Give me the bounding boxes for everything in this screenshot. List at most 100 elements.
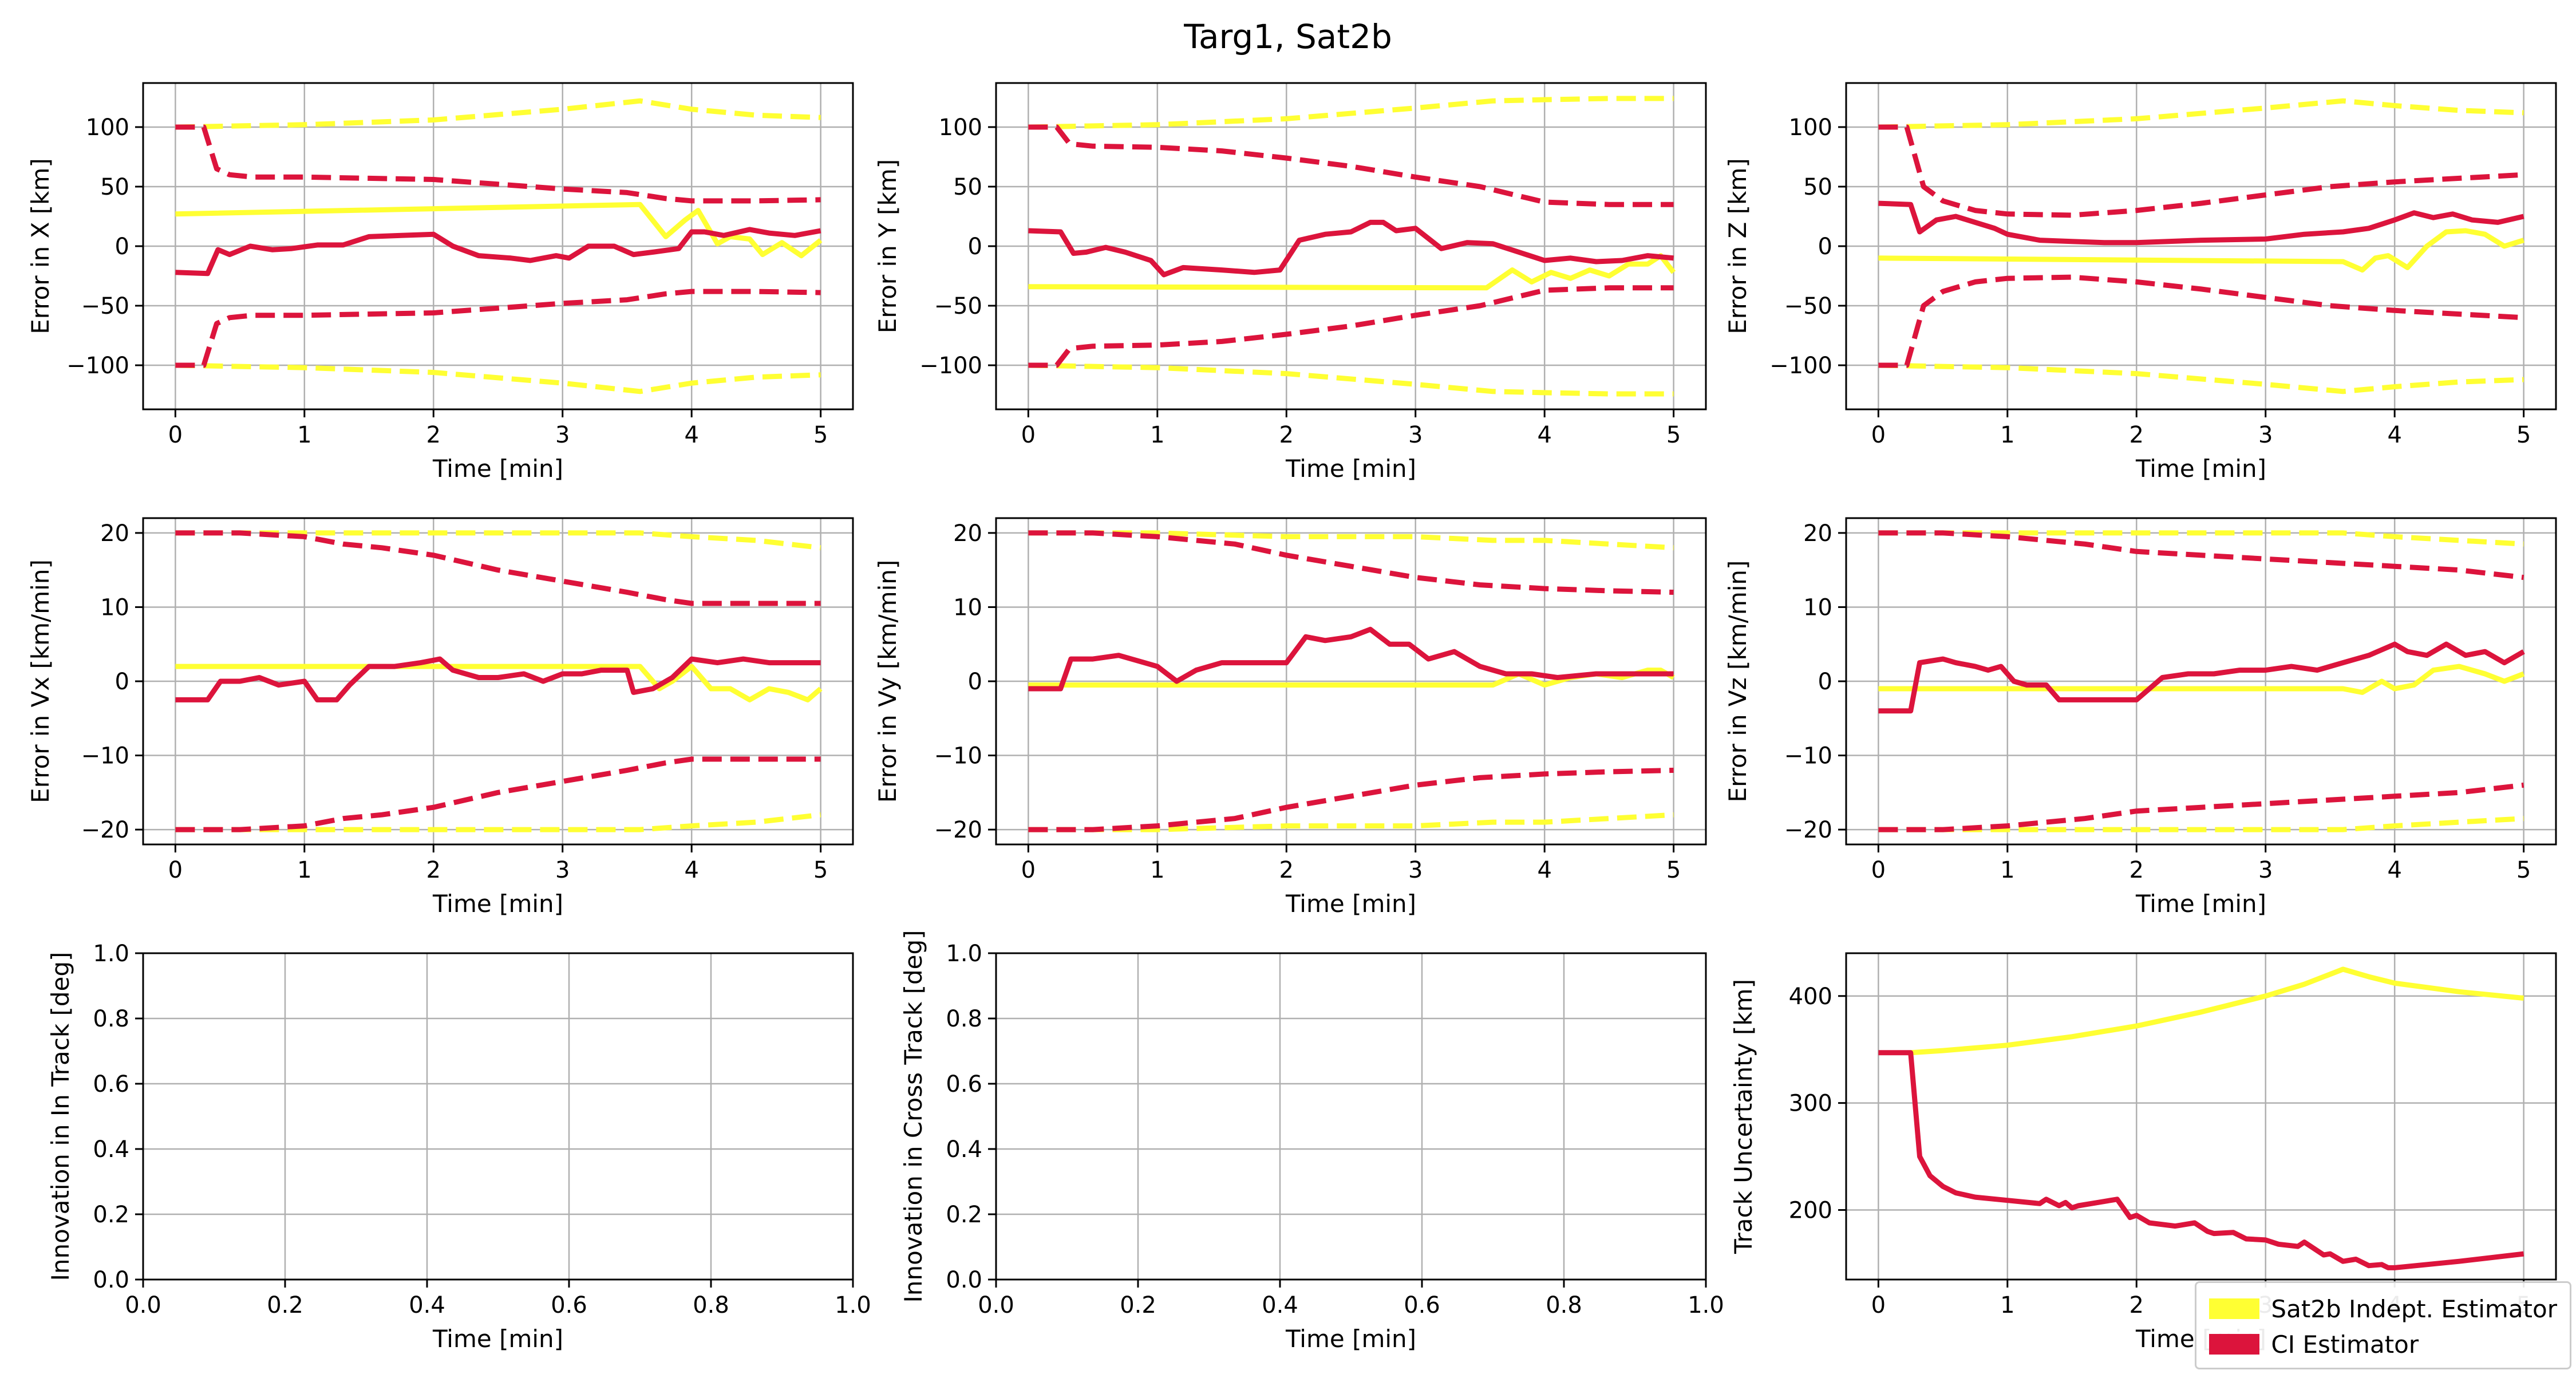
- y-tick-label: −100: [1769, 353, 1832, 379]
- x-tick-label: 1.0: [835, 1292, 871, 1318]
- series-sat2b-bound-vz: [1878, 530, 2524, 547]
- y-tick-label: 20: [1803, 520, 1832, 547]
- series-sat2b-bound-y: [1028, 362, 1674, 397]
- y-tick-label: 0.4: [93, 1136, 129, 1163]
- series-sat2b-bound-y: [1028, 96, 1674, 130]
- x-tick-label: 4: [684, 422, 698, 448]
- x-tick-label: 0.4: [409, 1292, 445, 1318]
- series-ci-bound-z: [1878, 274, 2524, 368]
- x-tick-label: 2: [1279, 857, 1294, 883]
- legend-label-ci: CI Estimator: [2271, 1330, 2419, 1359]
- y-tick-label: 0.8: [93, 1006, 129, 1032]
- x-tick-label: 3: [1408, 857, 1423, 883]
- x-axis-label: Time [min]: [1285, 890, 1416, 918]
- x-tick-label: 2: [2129, 422, 2144, 448]
- series-sat2b-bound-vz: [1878, 816, 2524, 832]
- legend-item-sat: Sat2b Indept. Estimator: [2209, 1291, 2557, 1326]
- panel-y: 0 1 2 3 4 5 −100 −50 0 50 100 Time [min] Error in Y …: [874, 82, 1707, 483]
- x-tick-label: 1: [1150, 857, 1164, 883]
- y-tick-label: 10: [100, 594, 129, 621]
- panel-vz: 0 1 2 3 4 5 −20 −10 0 10 20 Time [min] Error in Vz […: [1724, 517, 2557, 918]
- y-axis-label: Innovation in Cross Track [deg]: [899, 930, 927, 1302]
- y-tick-label: 0.4: [946, 1136, 982, 1163]
- x-tick-label: 3: [2258, 857, 2273, 883]
- series-ci-error-y: [1028, 219, 1674, 278]
- y-tick-label: 0.6: [93, 1071, 129, 1097]
- series-ci-bound-x: [175, 289, 821, 368]
- legend-swatch-sat: [2209, 1298, 2260, 1319]
- series-ci-bound-vx: [175, 756, 821, 832]
- x-tick-label: 0.6: [1404, 1292, 1440, 1318]
- x-tick-label: 4: [2387, 857, 2401, 883]
- x-tick-label: 0: [1871, 422, 1886, 448]
- y-tick-label: 50: [1803, 174, 1832, 200]
- x-tick-label: 5: [813, 857, 828, 883]
- x-tick-label: 2: [2129, 1292, 2144, 1318]
- y-tick-label: 100: [1789, 114, 1832, 141]
- x-tick-label: 1.0: [1688, 1292, 1724, 1318]
- y-tick-label: 100: [939, 114, 982, 141]
- x-axis-label: Time [min]: [2135, 455, 2266, 483]
- series-ci-bound-vz: [1878, 782, 2524, 832]
- series-ci-bound-vx: [175, 530, 821, 606]
- y-tick-label: −20: [934, 817, 982, 843]
- panel-z: 0 1 2 3 4 5 −100 −50 0 50 100 Time [min] Error in Z …: [1724, 82, 2557, 483]
- x-tick-label: 0.0: [978, 1292, 1014, 1318]
- x-tick-label: 5: [1666, 422, 1681, 448]
- series-ci-bound-vz: [1878, 530, 2524, 581]
- y-tick-label: 0: [968, 234, 982, 260]
- panel-x: 0 1 2 3 4 5 −100 −50 0 50 100 Time [min] Error in X …: [26, 82, 854, 483]
- x-tick-label: 2: [2129, 857, 2144, 883]
- x-tick-label: 0.0: [125, 1292, 161, 1318]
- x-tick-label: 3: [2258, 422, 2273, 448]
- y-tick-label: 1.0: [946, 941, 982, 967]
- series-ci-error-vz: [1878, 641, 2525, 714]
- y-tick-label: 0: [968, 669, 982, 695]
- legend-swatch-ci: [2209, 1334, 2260, 1355]
- legend: Sat2b Indept. Estimator CI Estimator: [2195, 1281, 2571, 1369]
- x-tick-label: 4: [684, 857, 698, 883]
- series-sat2b-error-track-uncertainty: [1910, 966, 2524, 1056]
- x-tick-label: 5: [2516, 422, 2531, 448]
- y-tick-label: 1.0: [93, 941, 129, 967]
- x-tick-label: 1: [297, 857, 311, 883]
- y-axis-label: Innovation in In Track [deg]: [46, 952, 74, 1281]
- y-tick-label: −100: [919, 353, 982, 379]
- y-axis-label: Track Uncertainty [km]: [1729, 979, 1757, 1254]
- y-tick-label: 10: [1803, 594, 1832, 621]
- x-tick-label: 0.8: [1546, 1292, 1582, 1318]
- y-tick-label: −20: [1784, 817, 1832, 843]
- y-tick-label: 20: [100, 520, 129, 547]
- series-sat2b-error-x: [175, 202, 823, 259]
- x-tick-label: 4: [2387, 422, 2401, 448]
- y-tick-label: 300: [1789, 1091, 1832, 1117]
- x-tick-label: 3: [555, 857, 570, 883]
- series-sat2b-bound-vx: [175, 812, 821, 832]
- y-tick-label: 0.2: [946, 1202, 982, 1228]
- y-tick-label: 200: [1789, 1198, 1832, 1224]
- x-tick-label: 0.4: [1262, 1292, 1298, 1318]
- x-tick-label: 0: [1871, 857, 1886, 883]
- legend-item-ci: CI Estimator: [2209, 1326, 2557, 1362]
- y-tick-label: 50: [953, 174, 982, 200]
- x-tick-label: 1: [2000, 422, 2014, 448]
- x-axis-label: Time [min]: [432, 890, 563, 918]
- series-sat2b-error-vz: [1878, 664, 2525, 695]
- x-tick-label: 4: [1537, 422, 1551, 448]
- x-tick-label: 1: [2000, 857, 2014, 883]
- axes-frame: [995, 952, 1707, 1281]
- y-tick-label: 400: [1789, 984, 1832, 1010]
- x-tick-label: 1: [297, 422, 311, 448]
- series-ci-error-track-uncertainty: [1878, 1050, 2524, 1270]
- panel-vx: 0 1 2 3 4 5 −20 −10 0 10 20 Time [min] Error in Vx […: [26, 517, 854, 918]
- x-axis-label: Time [min]: [432, 1325, 563, 1353]
- y-tick-label: 0.6: [946, 1071, 982, 1097]
- x-tick-label: 0.6: [551, 1292, 587, 1318]
- x-tick-label: 0.8: [693, 1292, 729, 1318]
- panel-in-track: 0.0 0.2 0.4 0.6 0.8 1.0 0.0 0.2 0.4 0.6 0.8 1.0 Time…: [46, 941, 871, 1353]
- y-axis-label: Error in Vx [km/min]: [26, 559, 54, 803]
- series-sat2b-bound-vx: [175, 530, 821, 551]
- y-tick-label: 0: [1818, 234, 1832, 260]
- x-tick-label: 0: [1021, 857, 1036, 883]
